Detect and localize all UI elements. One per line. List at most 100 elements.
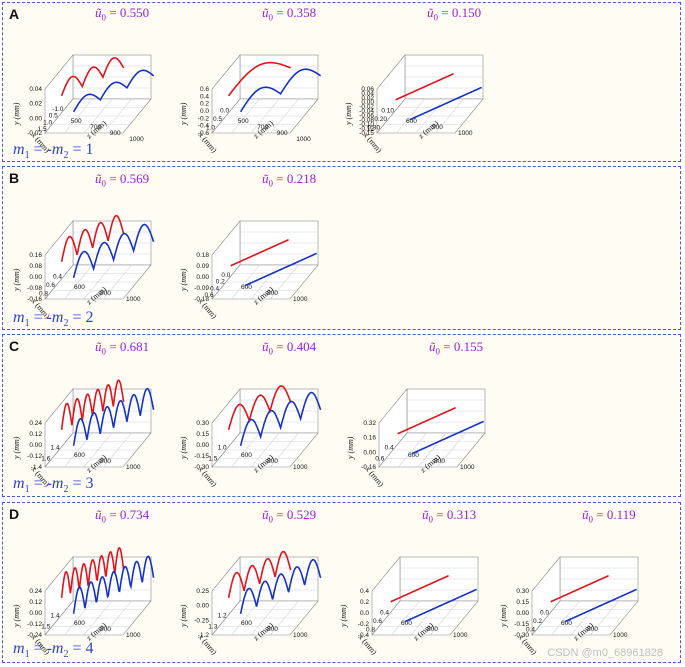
y-tick-label: 0.12 <box>29 431 42 438</box>
subplot-svg: 0.240.120.00-0.12-0.24y (mm) 1.41.5x (mm)… <box>12 546 155 657</box>
blue-trajectory <box>411 420 484 455</box>
x-tick-label: 0.5 <box>49 113 58 120</box>
x-tick-label: 0.8 <box>39 291 48 298</box>
y-axis-title: y (mm) <box>179 436 188 460</box>
z-tick-label: 1000 <box>126 632 141 639</box>
z-tick-label: 1000 <box>126 464 141 471</box>
u0-label: ũ0 = 0.150 <box>427 5 482 23</box>
z-tick-label: 600 <box>74 620 85 627</box>
panel-letter: C <box>9 338 20 354</box>
u0-label: ũ0 = 0.681 <box>95 339 150 357</box>
z-tick-label: 600 <box>401 620 412 627</box>
y-tick-label: 0.0 <box>360 610 369 617</box>
red-trajectory <box>227 61 291 97</box>
y-axis-title: y (mm) <box>179 604 188 628</box>
y-tick-label: -0.06 <box>359 112 374 119</box>
axes-box <box>211 220 319 300</box>
subplot-svg: 0.040.020.00-0.02y (mm) -1.00.51.01.5x (m… <box>12 54 155 155</box>
z-tick-label: 500 <box>238 118 249 125</box>
subplot-svg: 0.160.080.00-0.08-0.16y (mm) 0.40.60.8x (… <box>12 214 155 321</box>
axes-box <box>211 388 319 468</box>
y-tick-label: -0.08 <box>27 285 42 292</box>
gridline <box>435 98 464 134</box>
z-tick-label: 800 <box>100 458 111 465</box>
u0-label: ũ0 = 0.358 <box>262 5 317 23</box>
x-tick-label: 0.4 <box>53 274 62 281</box>
gridline <box>590 600 619 636</box>
subplot-svg: 0.240.120.00-0.12-1.4y (mm) 1.41.6x (mm)6… <box>12 379 155 489</box>
axes-box <box>44 220 152 300</box>
subplot-svg: 0.25 0.00 -0.25 -1.2 y (mm) 1.21.3 x (mm) 600 80… <box>179 550 322 657</box>
y-tick-label: -0.10 <box>359 121 374 128</box>
blue-trajectory <box>244 252 317 287</box>
z-tick-label: 600 <box>241 452 252 459</box>
y-tick-label: 0.16 <box>363 435 376 442</box>
z-tick-label: 600 <box>74 452 85 459</box>
z-tick-label: 800 <box>100 626 111 633</box>
z-tick-label: 1000 <box>293 632 308 639</box>
x-tick-label: 1.0 <box>206 125 215 132</box>
z-tick-label: 700 <box>257 124 268 131</box>
x-tick-label: 1.5 <box>38 126 47 133</box>
y-tick-label: -0.12 <box>27 453 42 460</box>
z-tick-label: 800 <box>267 290 278 297</box>
y-tick-label: 0.09 <box>196 263 209 270</box>
gridline <box>103 98 132 134</box>
red-trajectory <box>390 574 449 603</box>
u0-label: ũ0 = 0.569 <box>95 171 150 189</box>
y-tick-label: -0.24 <box>27 632 42 639</box>
subplot: ũ0 = 0.569 0.16 0.08 0.00 -0.08 -0.16 y (mm) 0.… <box>12 171 181 321</box>
red-trajectory <box>60 214 125 262</box>
y-tick-label: -0.02 <box>27 130 42 137</box>
blue-trajectory <box>239 391 322 447</box>
y-tick-label: 0.00 <box>196 274 209 281</box>
x-axis-title: x (mm) <box>356 633 378 657</box>
axes-box <box>376 54 484 134</box>
gridline <box>250 264 280 300</box>
y-tick-label: -0.08 <box>359 117 374 124</box>
y-tick-label: 0.04 <box>29 86 42 93</box>
gridline <box>83 432 113 468</box>
x-tick-label: 1.6 <box>41 456 50 463</box>
mode-label: m1 = -m2 = 1 <box>13 141 94 162</box>
y-axis-title: y (mm) <box>12 436 21 460</box>
u0-label: ũ0 = 0.404 <box>262 339 317 357</box>
y-tick-label: -0.4 <box>358 632 370 639</box>
z-tick-label: 600 <box>561 620 572 627</box>
subplot-svg: 0.30 0.15 0.00 -0.15 -0.30 y (mm) 1.01.5 x (mm)… <box>179 385 322 489</box>
x-tick-label: 1.4 <box>51 444 60 451</box>
axes-box <box>371 556 479 636</box>
z-tick-label: 800 <box>267 626 278 633</box>
z-tick-label: 1000 <box>613 632 628 639</box>
x-tick-label: 1.5 <box>208 456 217 463</box>
u0-label: ũ0 = 0.313 <box>422 507 477 525</box>
y-tick-label: -0.15 <box>194 453 209 460</box>
subplot: ũ0 = 0.529 0.25 0.00 -0.25 -1.2 y (mm) 1.2 1.3 x… <box>179 507 348 657</box>
y-axis-title: y (mm) <box>179 268 188 292</box>
y-tick-label: 0.24 <box>29 420 42 427</box>
x-tick-label: 1.3 <box>208 624 217 631</box>
y-tick-label: 0.4 <box>200 93 209 100</box>
x-axis-title: x (mm) <box>196 465 218 489</box>
y-tick-label: -0.6 <box>198 130 210 137</box>
y-axis-title: y (mm) <box>12 604 21 628</box>
subplot-svg: 0.40.20.0-0.2-0.4y (mm) 0.40.60.8x (mm)60… <box>339 556 479 657</box>
axes-box <box>531 556 639 636</box>
subplot-svg: 0.30 0.15 0.00 -0.15 -0.30 y (mm) 0.00.2 0.4x (… <box>499 556 639 657</box>
y-tick-label: 0.12 <box>29 599 42 606</box>
y-tick-label: 0.2 <box>200 101 209 108</box>
y-tick-label: 0.25 <box>196 588 209 595</box>
blue-trajectory <box>564 588 637 623</box>
u0-label: ũ0 = 0.155 <box>429 339 484 357</box>
x-tick-label: 0.0 <box>540 610 549 617</box>
subplot: ũ0 = 0.218 0.18 0.09 0.00 -0.09 -0.18 y (mm) 0.… <box>179 171 348 321</box>
subplot: ũ0 = 0.155 0.32 0.16 0.00 -0.16 y (mm) 0.4 0.6 x… <box>346 339 515 489</box>
y-tick-label: 0.0 <box>200 108 209 115</box>
z-tick-label: 1000 <box>129 136 144 143</box>
blue-trajectory <box>404 588 477 623</box>
y-tick-label: 0.04 <box>361 90 374 97</box>
z-tick-label: 900 <box>277 130 288 137</box>
u0-label: ũ0 = 0.529 <box>262 507 317 525</box>
gridline <box>103 264 132 300</box>
